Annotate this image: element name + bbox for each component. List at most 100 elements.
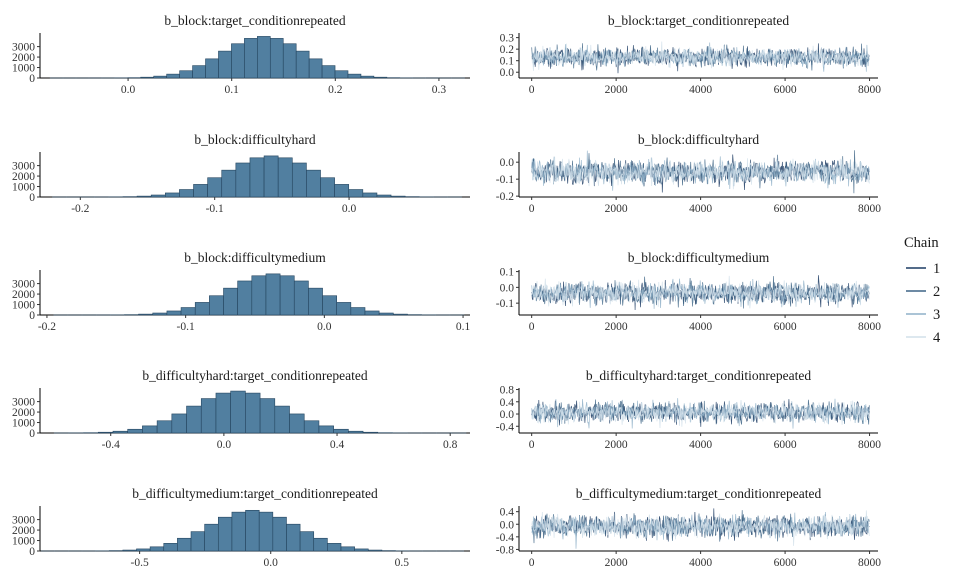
histogram-bar	[179, 189, 194, 198]
x-tick-label-hist-1: 0.0	[121, 84, 136, 96]
histogram-bar	[277, 157, 293, 198]
histogram-bar	[193, 184, 208, 198]
histogram-bar	[367, 549, 383, 552]
histogram-bar	[127, 428, 143, 434]
y-tick-label-hist-4: 1000	[12, 418, 35, 430]
legend-label-chain-3: 3	[933, 307, 940, 323]
histogram-bar	[258, 511, 274, 552]
histogram-bar	[376, 194, 392, 198]
y-tick-label-trace-2: -0.1	[496, 174, 514, 186]
histogram-bar	[223, 287, 238, 316]
x-tick-label-trace-2: 0	[529, 203, 535, 215]
x-tick-label-hist-4: 0.4	[330, 439, 345, 451]
histogram-bar	[177, 537, 192, 552]
histogram-bar	[153, 75, 167, 79]
y-tick-label-hist-2: 0	[29, 192, 35, 204]
histogram-bar	[251, 275, 267, 316]
y-tick-label-hist-5: 1000	[12, 536, 35, 548]
x-tick-label-trace-3: 8000	[858, 321, 881, 333]
histogram-bar	[348, 430, 364, 434]
x-tick-label-hist-3: -0.1	[177, 321, 195, 333]
trace-panel-4: b_difficultyhard:target_conditionrepeate…	[496, 368, 882, 451]
histogram-bar	[265, 273, 281, 316]
histogram-bar	[293, 280, 309, 316]
parameter-row-1: b_block:target_conditionrepeated 0.0 0.1 0.…	[12, 13, 881, 96]
histogram-bar	[97, 431, 114, 434]
y-tick-label-hist-2: 3000	[12, 161, 35, 173]
histogram-bar	[200, 398, 217, 434]
trace-panel-2: b_block:difficultyhard 0 2000 4000 6000 8000 -…	[496, 132, 882, 215]
trace-line-chain-4	[531, 156, 870, 190]
histogram-bar	[235, 162, 251, 198]
legend-entry-4: 4	[906, 330, 941, 346]
histogram-bar	[112, 430, 128, 434]
histogram-bar	[166, 310, 182, 316]
x-tick-label-trace-4: 4000	[689, 439, 712, 451]
histogram-bar	[373, 76, 388, 79]
histogram-bar	[180, 307, 196, 316]
histogram-bar	[245, 392, 261, 434]
y-tick-label-trace-4: -0.4	[496, 421, 514, 433]
histogram-bar	[142, 425, 158, 434]
x-tick-label-hist-3: -0.2	[38, 321, 56, 333]
panel-title-trace-1: b_block:target_conditionrepeated	[608, 13, 789, 28]
panel-title-trace-4: b_difficultyhard:target_conditionrepeate…	[586, 368, 811, 383]
histogram-bar	[279, 275, 295, 316]
histogram-bar	[390, 195, 406, 198]
y-tick-label-trace-3: 0.1	[500, 267, 515, 279]
histogram-bar	[364, 310, 380, 316]
trace-line-chain-4	[531, 399, 870, 429]
trace-line-chain-4	[531, 510, 870, 546]
panel-title-hist-3: b_block:difficultymedium	[184, 250, 326, 265]
histogram-bar	[156, 420, 173, 434]
histogram-bar	[334, 184, 350, 198]
histogram-bar	[360, 75, 375, 79]
histogram-bar	[205, 58, 219, 79]
x-tick-label-hist-4: -0.4	[102, 439, 120, 451]
y-tick-label-trace-5: 0.0	[500, 519, 515, 531]
x-tick-label-trace-3: 4000	[689, 321, 712, 333]
histogram-bar	[334, 70, 349, 79]
histogram-bar	[322, 295, 337, 316]
parameter-row-5: b_difficultymedium:target_conditionrepea…	[12, 486, 881, 569]
x-tick-label-hist-3: 0.1	[456, 321, 471, 333]
chain-legend: Chain 1 2 3 4	[904, 235, 941, 346]
x-tick-label-hist-3: 0.0	[317, 321, 332, 333]
y-tick-label-hist-1: 3000	[12, 42, 35, 54]
y-tick-label-trace-4: 0.0	[500, 409, 515, 421]
x-tick-label-trace-4: 2000	[605, 439, 628, 451]
y-tick-label-hist-4: 3000	[12, 397, 35, 409]
histogram-bar	[362, 431, 379, 434]
histogram-bar	[340, 546, 355, 552]
histogram-bar	[306, 169, 321, 198]
panel-title-hist-4: b_difficultyhard:target_conditionrepeate…	[142, 368, 367, 383]
x-tick-label-hist-5: 0.5	[395, 557, 410, 569]
histogram-bar	[378, 312, 394, 316]
parameter-row-4: b_difficultyhard:target_conditionrepeate…	[12, 368, 881, 451]
histogram-panel-5: b_difficultymedium:target_conditionrepea…	[12, 486, 470, 569]
legend-entry-2: 2	[906, 284, 940, 300]
histogram-bar	[291, 162, 307, 198]
histogram-bar	[350, 307, 366, 316]
trace-panel-5: b_difficultymedium:target_conditionrepea…	[496, 486, 882, 569]
y-tick-label-trace-1: 0.3	[500, 33, 515, 45]
histogram-bar	[218, 50, 232, 79]
y-tick-label-trace-5: -0.8	[496, 544, 514, 556]
y-tick-label-trace-1: 0.2	[500, 44, 515, 56]
histogram-bar	[149, 546, 165, 552]
x-tick-label-trace-5: 8000	[858, 557, 881, 569]
trace-line-chain-4	[531, 275, 870, 309]
y-tick-label-hist-3: 0	[29, 310, 35, 322]
histogram-bar	[354, 548, 369, 552]
x-tick-label-hist-1: 0.1	[224, 84, 239, 96]
x-tick-label-hist-2: -0.1	[206, 203, 224, 215]
x-tick-label-trace-2: 6000	[774, 203, 797, 215]
histogram-bar	[136, 548, 151, 552]
y-tick-label-trace-5: -0.4	[496, 532, 514, 544]
x-tick-label-trace-1: 0	[529, 84, 535, 96]
histogram-bar	[136, 195, 152, 198]
y-tick-label-trace-3: 0.0	[500, 282, 515, 294]
x-tick-label-trace-2: 2000	[605, 203, 628, 215]
y-tick-label-hist-1: 1000	[12, 63, 35, 75]
histogram-bar	[333, 428, 349, 434]
